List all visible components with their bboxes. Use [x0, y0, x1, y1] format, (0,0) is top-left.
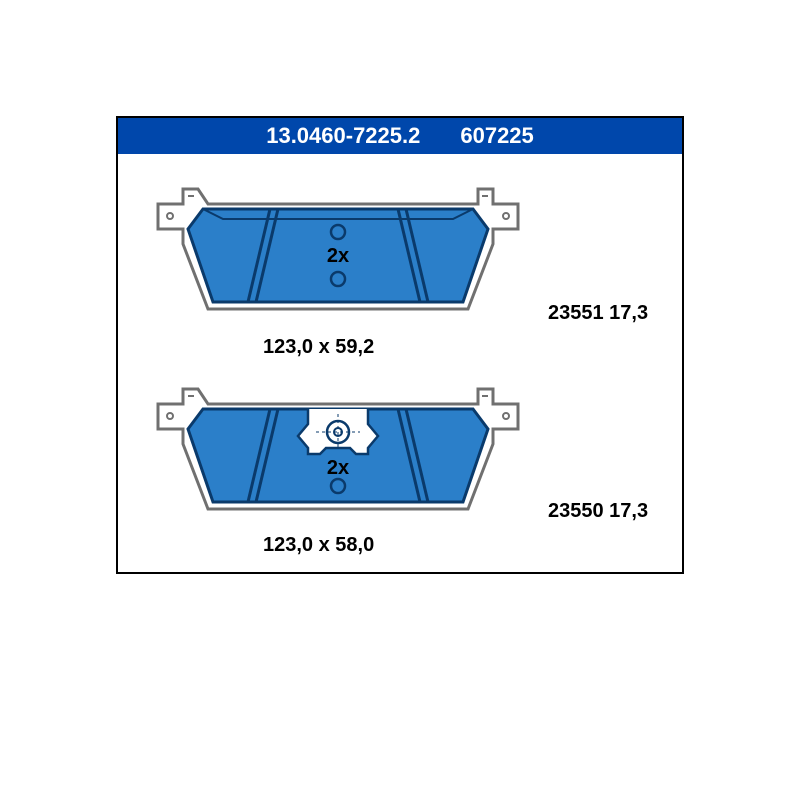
brake-pad-top: 2x	[148, 174, 528, 334]
dim-top-right: 23551 17,3	[548, 302, 648, 325]
dim-bottom-bottom: 123,0 x 58,0	[263, 534, 374, 557]
qty-label-top: 2x	[327, 245, 349, 267]
dim-bottom-right: 23550 17,3	[548, 500, 648, 523]
ref-number: 607225	[460, 123, 533, 149]
brake-pad-bottom-svg: 2x	[148, 374, 528, 534]
part-number: 13.0460-7225.2	[266, 123, 420, 149]
brake-pad-top-svg: 2x	[148, 174, 528, 334]
friction-pad-bottom	[188, 409, 488, 502]
diagram-frame: 13.0460-7225.2 607225	[116, 116, 684, 574]
qty-label-bottom: 2x	[327, 457, 349, 479]
header-bar: 13.0460-7225.2 607225	[118, 118, 682, 154]
center-clip	[298, 409, 378, 454]
dim-top-bottom: 123,0 x 59,2	[263, 336, 374, 359]
brake-pad-bottom: 2x	[148, 374, 528, 534]
diagram-area: 2x 123,0 x 59,2 23551 17,3	[118, 154, 682, 572]
